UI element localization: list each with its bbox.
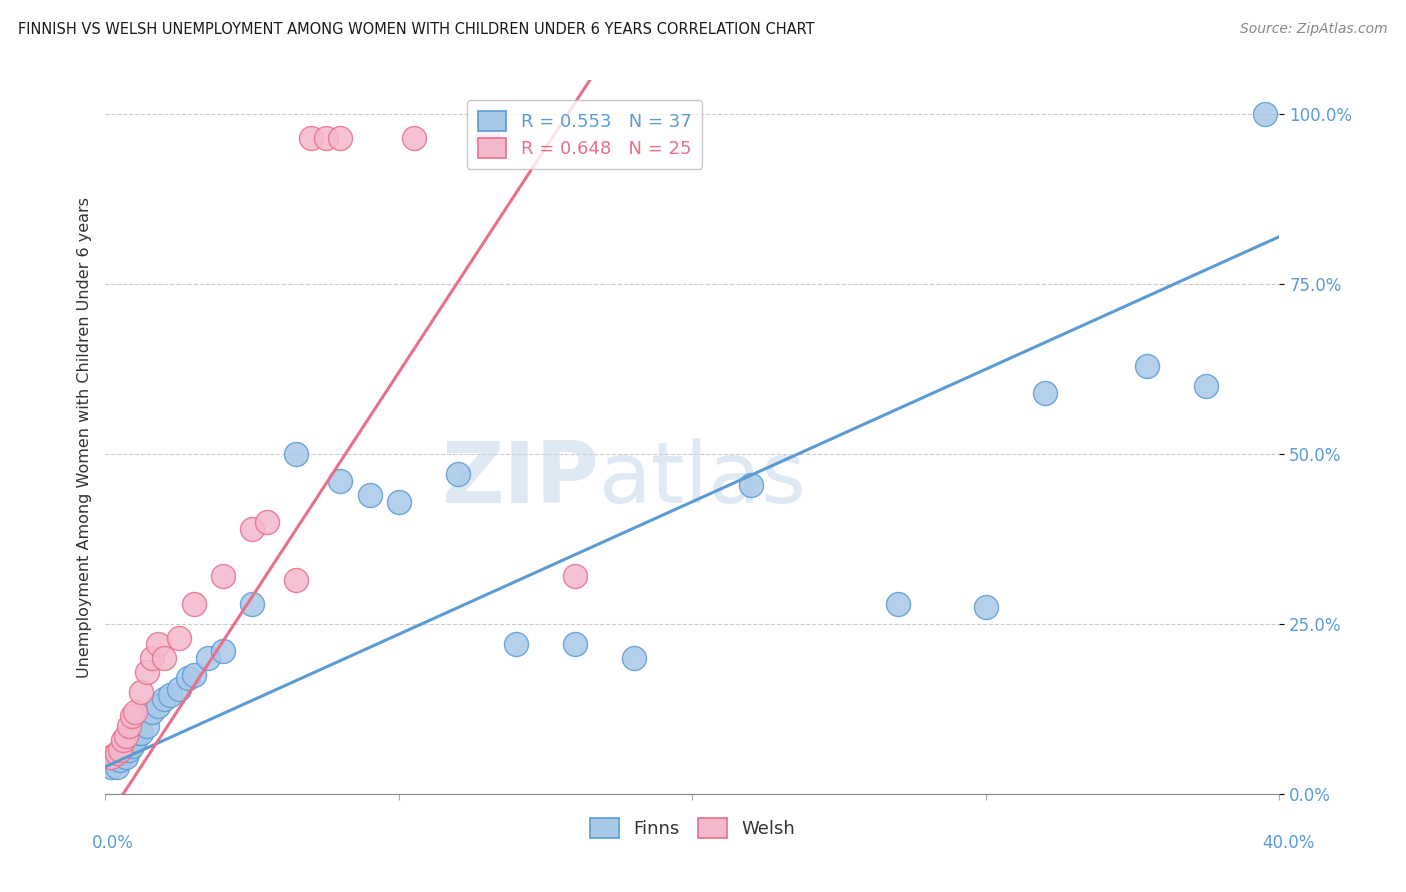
- Point: [148, 637, 170, 651]
- Y-axis label: Unemployment Among Women with Children Under 6 years: Unemployment Among Women with Children U…: [76, 196, 91, 678]
- Point: [475, 131, 498, 145]
- Point: [183, 597, 205, 611]
- Point: [183, 668, 205, 682]
- Point: [740, 477, 762, 491]
- Point: [112, 732, 135, 747]
- Point: [159, 689, 181, 703]
- Point: [129, 685, 152, 699]
- Text: FINNISH VS WELSH UNEMPLOYMENT AMONG WOMEN WITH CHILDREN UNDER 6 YEARS CORRELATIO: FINNISH VS WELSH UNEMPLOYMENT AMONG WOME…: [18, 22, 815, 37]
- Point: [153, 651, 176, 665]
- Point: [124, 732, 146, 747]
- Point: [1195, 379, 1218, 393]
- Point: [108, 753, 131, 767]
- Point: [135, 665, 157, 679]
- Point: [118, 719, 141, 733]
- Point: [211, 644, 233, 658]
- Point: [115, 729, 138, 743]
- Point: [197, 651, 219, 665]
- Point: [176, 671, 198, 685]
- Point: [623, 651, 645, 665]
- Point: [388, 494, 411, 508]
- Point: [121, 708, 143, 723]
- Point: [240, 597, 263, 611]
- Text: atlas: atlas: [599, 438, 807, 522]
- Point: [564, 637, 586, 651]
- Point: [141, 706, 163, 720]
- Text: Source: ZipAtlas.com: Source: ZipAtlas.com: [1240, 22, 1388, 37]
- Point: [974, 599, 997, 614]
- Point: [108, 742, 131, 756]
- Point: [103, 753, 125, 767]
- Point: [167, 681, 190, 696]
- Point: [211, 569, 233, 583]
- Point: [100, 760, 122, 774]
- Point: [135, 719, 157, 733]
- Point: [129, 725, 152, 739]
- Point: [1136, 359, 1159, 373]
- Point: [447, 467, 470, 482]
- Point: [285, 447, 308, 461]
- Point: [887, 597, 910, 611]
- Point: [285, 573, 308, 587]
- Point: [118, 742, 141, 756]
- Text: 0.0%: 0.0%: [91, 834, 134, 852]
- Point: [148, 698, 170, 713]
- Point: [299, 131, 322, 145]
- Point: [105, 760, 128, 774]
- Legend: Finns, Welsh: Finns, Welsh: [583, 811, 801, 846]
- Point: [153, 691, 176, 706]
- Point: [402, 131, 425, 145]
- Point: [167, 631, 190, 645]
- Point: [1033, 385, 1056, 400]
- Point: [1254, 107, 1277, 121]
- Point: [359, 488, 381, 502]
- Point: [256, 515, 278, 529]
- Point: [121, 739, 143, 754]
- Point: [505, 637, 527, 651]
- Point: [141, 651, 163, 665]
- Point: [124, 706, 146, 720]
- Point: [115, 749, 138, 764]
- Point: [127, 725, 149, 739]
- Text: 40.0%: 40.0%: [1263, 834, 1315, 852]
- Point: [105, 746, 128, 760]
- Text: ZIP: ZIP: [441, 438, 599, 522]
- Point: [112, 746, 135, 760]
- Point: [564, 569, 586, 583]
- Point: [100, 749, 122, 764]
- Point: [329, 475, 352, 489]
- Point: [240, 522, 263, 536]
- Point: [315, 131, 337, 145]
- Point: [329, 131, 352, 145]
